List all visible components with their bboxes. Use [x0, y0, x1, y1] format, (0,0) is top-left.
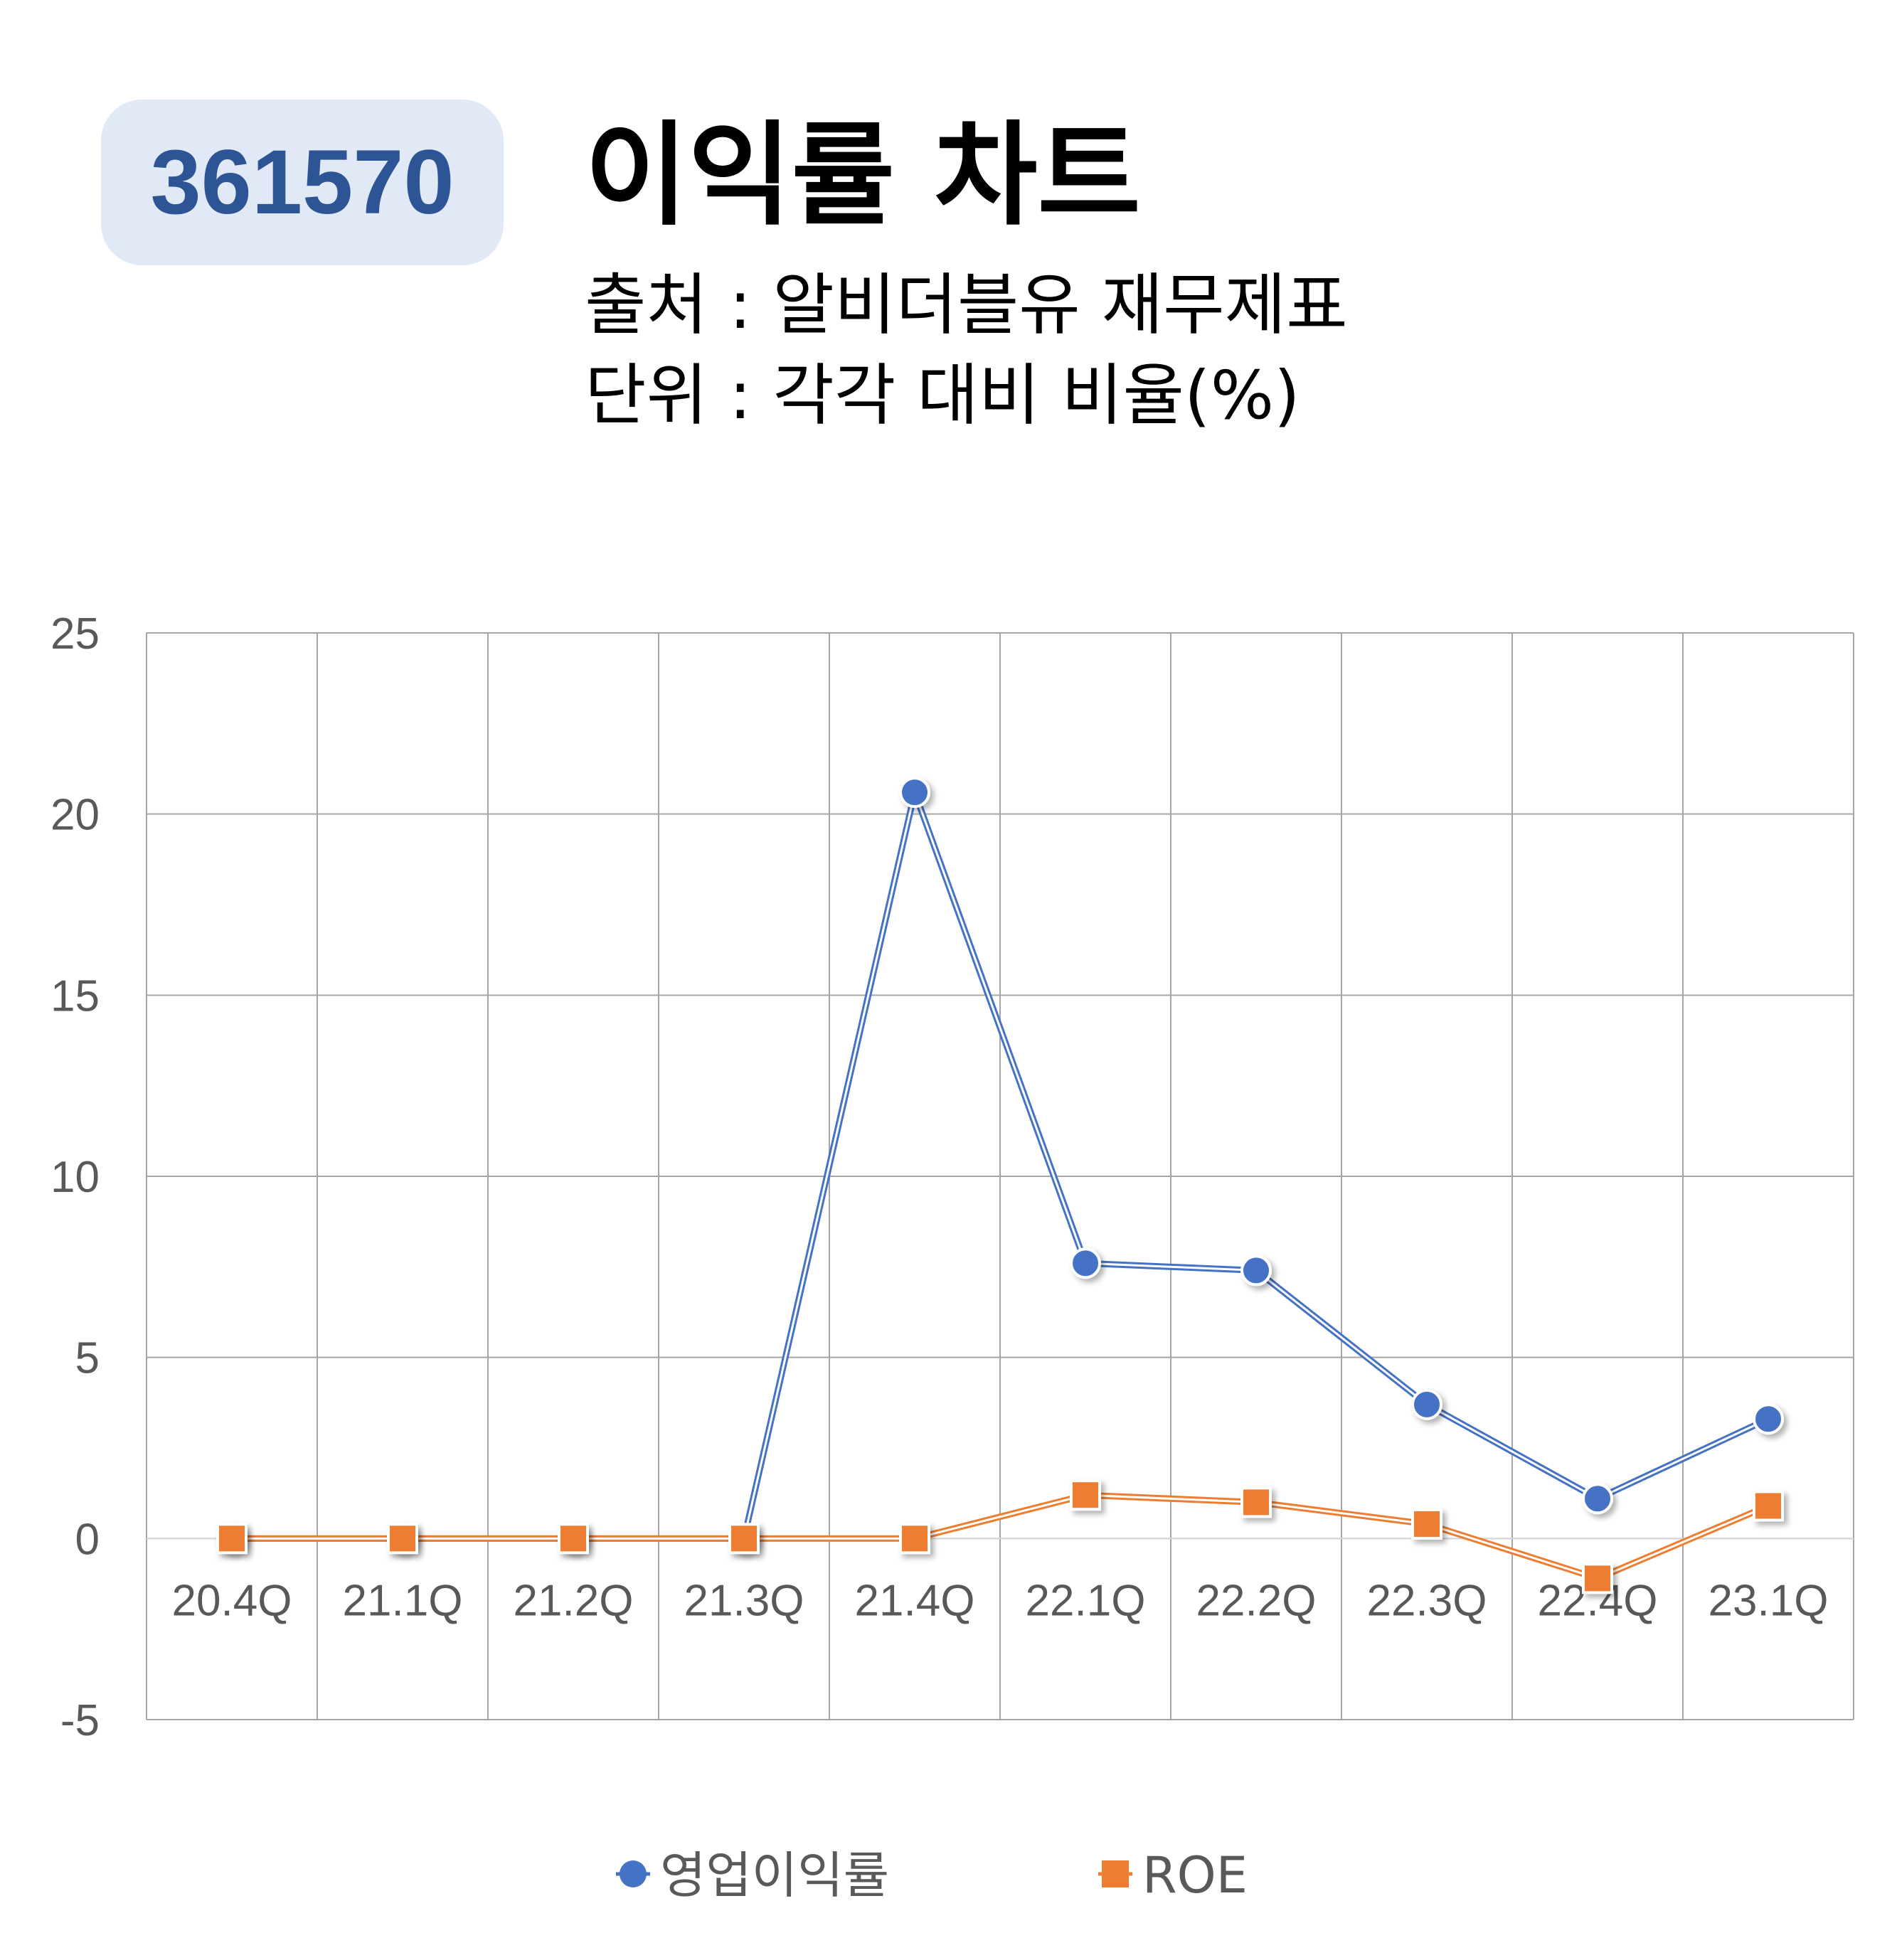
- page-title: 이익률 차트: [585, 110, 1141, 241]
- y-tick-label: 25: [51, 609, 100, 659]
- unit-line: 단위 : 각각 대비 비율(%): [585, 357, 1300, 435]
- data-point-ROE: [728, 1523, 760, 1555]
- x-tick-label: 20.4Q: [172, 1576, 292, 1625]
- x-tick-label: 23.1Q: [1709, 1576, 1829, 1625]
- data-point-ROE: [1240, 1486, 1272, 1518]
- legend: 영업이익률 ROE: [616, 1846, 1248, 1905]
- legend-label: 영업이익률: [660, 1846, 889, 1905]
- source-line: 출처 : 알비더블유 재무제표: [585, 267, 1348, 344]
- data-point-영업이익률: [1582, 1483, 1613, 1515]
- data-point-영업이익률: [1411, 1388, 1442, 1420]
- data-point-영업이익률: [899, 777, 930, 809]
- y-tick-label: 0: [75, 1515, 100, 1564]
- data-point-ROE: [1070, 1479, 1101, 1511]
- legend-marker-circle: [620, 1860, 647, 1887]
- data-point-ROE: [1411, 1508, 1442, 1540]
- y-tick-label: 20: [51, 791, 100, 840]
- x-tick-label: 22.1Q: [1026, 1576, 1146, 1625]
- x-tick-label: 21.1Q: [343, 1576, 463, 1625]
- data-point-ROE: [1582, 1562, 1613, 1594]
- line-chart: -5 0 5 10 15 20 25 20.4Q 21.1Q 21.2Q 21.3Q 21.4Q 22…: [51, 609, 1854, 1905]
- series-lines: [232, 789, 1770, 1582]
- data-point-ROE: [387, 1523, 418, 1555]
- code-badge: 361570: [101, 100, 504, 265]
- legend-marker-square: [1102, 1860, 1129, 1887]
- y-tick-label: -5: [60, 1696, 100, 1745]
- data-point-ROE: [899, 1523, 930, 1555]
- x-tick-label: 21.4Q: [855, 1576, 975, 1625]
- y-axis-ticks: -5 0 5 10 15 20 25: [51, 609, 100, 1745]
- data-point-ROE: [1753, 1490, 1784, 1522]
- data-point-ROE: [216, 1523, 248, 1555]
- x-tick-label: 22.3Q: [1367, 1576, 1487, 1625]
- x-tick-label: 22.2Q: [1196, 1576, 1317, 1625]
- x-tick-label: 21.3Q: [684, 1576, 804, 1625]
- y-tick-label: 5: [75, 1334, 100, 1383]
- data-point-ROE: [558, 1523, 589, 1555]
- x-axis-ticks: 20.4Q 21.1Q 21.2Q 21.3Q 21.4Q 22.1Q 22.2Q 22.3Q…: [172, 1576, 1829, 1625]
- code-text: 361570: [150, 132, 455, 233]
- series-markers: [216, 777, 1784, 1594]
- data-point-영업이익률: [1070, 1247, 1101, 1279]
- legend-label: ROE: [1142, 1846, 1248, 1905]
- x-tick-label: 21.2Q: [514, 1576, 634, 1625]
- data-point-영업이익률: [1240, 1255, 1272, 1287]
- y-tick-label: 10: [51, 1153, 100, 1202]
- y-tick-label: 15: [51, 971, 100, 1021]
- series-line-inner: [232, 1493, 1769, 1580]
- data-point-영업이익률: [1753, 1403, 1784, 1435]
